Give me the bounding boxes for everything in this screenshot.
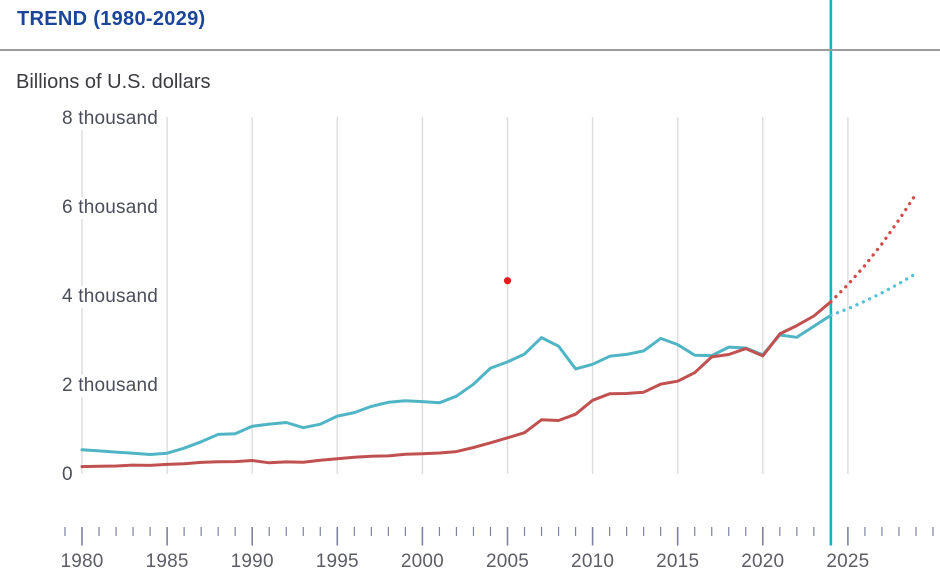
x-axis-label-2020: 2020	[741, 551, 785, 572]
x-axis-label-1990: 1990	[230, 551, 274, 572]
y-axis-label-0: 0	[62, 464, 79, 486]
chart-title: TREND (1980-2029)	[17, 8, 206, 30]
x-axis-label-2005: 2005	[485, 551, 530, 572]
x-axis-label-2015: 2015	[656, 551, 700, 572]
header-divider-rule	[0, 49, 940, 51]
x-axis-label-1985: 1985	[145, 551, 189, 572]
x-axis-label-1980: 1980	[60, 551, 104, 572]
y-axis-label-6000: 6 thousand	[62, 196, 165, 219]
x-axis-label-1995: 1995	[315, 551, 359, 572]
y-axis-label-2000: 2 thousand	[62, 374, 165, 397]
chart-subtitle: Billions of U.S. dollars	[16, 71, 211, 93]
x-axis-label-2010: 2010	[571, 551, 615, 572]
y-axis-label-4000: 4 thousand	[62, 285, 165, 308]
y-axis-label-8000: 8 thousand	[62, 107, 165, 130]
x-axis-label-2000: 2000	[400, 551, 444, 572]
x-axis-label-2025: 2025	[826, 551, 870, 572]
